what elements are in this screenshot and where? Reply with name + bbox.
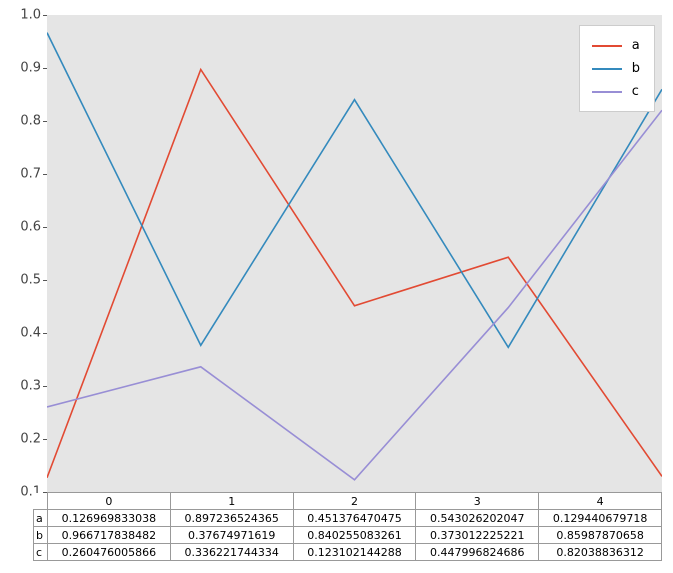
plot-area xyxy=(47,15,662,492)
legend-label: b xyxy=(631,61,640,76)
table-cell: 0.123102144288 xyxy=(292,543,417,561)
table-col-header: 0 xyxy=(47,492,171,510)
table-cell: 0.336221744334 xyxy=(169,543,294,561)
table-cell: 0.966717838482 xyxy=(47,526,171,544)
legend-swatch-c xyxy=(591,90,622,93)
table-cell: 0.129440679718 xyxy=(538,509,662,527)
y-tick-mark xyxy=(43,333,47,334)
table-cell: 0.37674971619 xyxy=(169,526,294,544)
table-cell: 0.260476005866 xyxy=(47,543,171,561)
y-tick-mark xyxy=(43,280,47,281)
y-tick-label: 0.5 xyxy=(20,272,41,288)
table-cell: 0.82038836312 xyxy=(538,543,662,561)
series-line-c xyxy=(47,109,662,481)
y-tick-label: 0.4 xyxy=(20,325,41,341)
y-tick-label: 0.7 xyxy=(20,166,41,182)
table-cell: 0.85987870658 xyxy=(538,526,662,544)
table-row-b: b 0.966717838482 0.37674971619 0.8402550832… xyxy=(33,526,662,544)
legend-label: a xyxy=(631,38,640,53)
y-tick-mark xyxy=(43,386,47,387)
table-cell: 0.451376470475 xyxy=(292,509,417,527)
table-cell: 0.373012225221 xyxy=(415,526,540,544)
legend-swatch-a xyxy=(591,44,622,47)
chart-canvas xyxy=(47,32,662,481)
table-col-header: 2 xyxy=(292,492,417,510)
y-tick-label: 0.3 xyxy=(20,378,41,394)
series-line-b xyxy=(47,32,662,349)
y-tick-mark xyxy=(43,68,47,69)
table-row-label: b xyxy=(33,526,48,544)
legend-swatch-b xyxy=(591,67,622,70)
legend-item-b: b xyxy=(591,57,640,80)
table-row-a: a 0.126969833038 0.897236524365 0.451376470… xyxy=(33,509,662,527)
y-tick-mark xyxy=(43,15,47,16)
series-line-a xyxy=(47,67,662,478)
y-tick-label: 1.0 xyxy=(20,7,41,23)
table-col-header: 3 xyxy=(415,492,540,510)
table-cell: 0.126969833038 xyxy=(47,509,171,527)
y-tick-mark xyxy=(43,174,47,175)
y-tick-mark xyxy=(43,439,47,440)
legend-item-c: c xyxy=(591,80,640,103)
table-col-header: 1 xyxy=(169,492,294,510)
table-cell: 0.447996824686 xyxy=(415,543,540,561)
y-tick-label: 0.6 xyxy=(20,219,41,235)
table-cell: 0.897236524365 xyxy=(169,509,294,527)
table-cell: 0.840255083261 xyxy=(292,526,417,544)
legend-item-a: a xyxy=(591,34,640,57)
table-row-label: c xyxy=(33,543,48,561)
y-tick-mark xyxy=(43,227,47,228)
y-tick-label: 0.2 xyxy=(20,431,41,447)
table-row-c: c 0.260476005866 0.336221744334 0.123102144… xyxy=(33,543,662,561)
table-cell: 0.543026202047 xyxy=(415,509,540,527)
table-corner-cell xyxy=(33,492,48,510)
legend-label: c xyxy=(631,84,639,99)
table-col-header: 4 xyxy=(538,492,662,510)
y-tick-label: 0.8 xyxy=(20,113,41,129)
table-row-label: a xyxy=(33,509,48,527)
y-tick-label: 0.9 xyxy=(20,60,41,76)
y-tick-mark xyxy=(43,121,47,122)
